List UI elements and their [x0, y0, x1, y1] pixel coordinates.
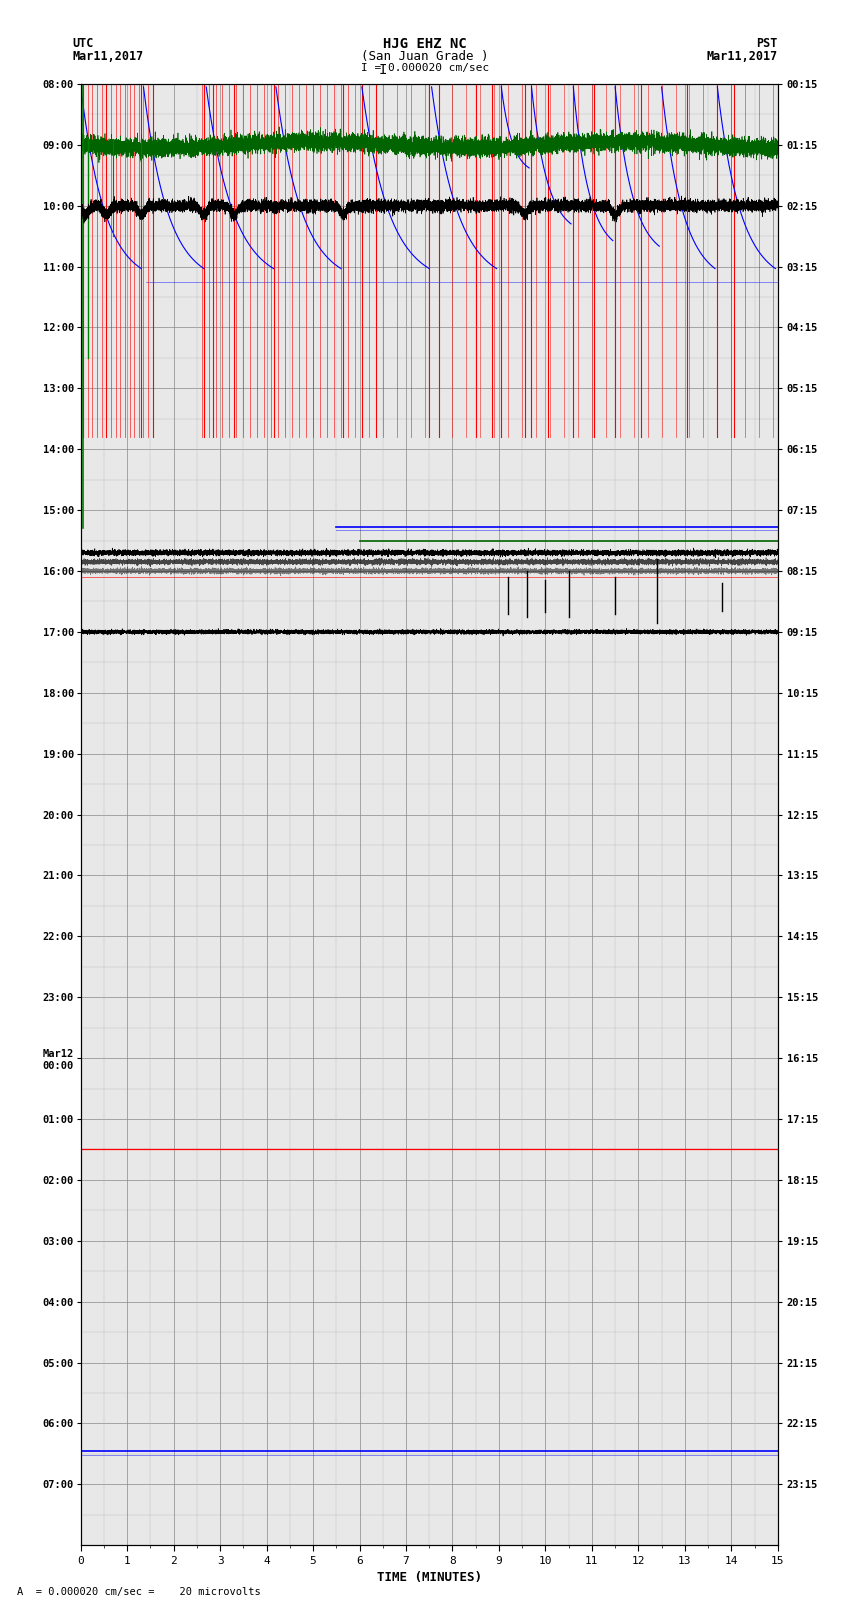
Text: Mar11,2017: Mar11,2017 — [706, 50, 778, 63]
Text: I = 0.000020 cm/sec: I = 0.000020 cm/sec — [361, 63, 489, 73]
Text: (San Juan Grade ): (San Juan Grade ) — [361, 50, 489, 63]
Text: Mar11,2017: Mar11,2017 — [72, 50, 144, 63]
Text: HJG EHZ NC: HJG EHZ NC — [383, 37, 467, 52]
Text: PST: PST — [756, 37, 778, 50]
Text: A  = 0.000020 cm/sec =    20 microvolts: A = 0.000020 cm/sec = 20 microvolts — [17, 1587, 261, 1597]
Text: UTC: UTC — [72, 37, 94, 50]
X-axis label: TIME (MINUTES): TIME (MINUTES) — [377, 1571, 482, 1584]
Text: I: I — [378, 63, 387, 77]
